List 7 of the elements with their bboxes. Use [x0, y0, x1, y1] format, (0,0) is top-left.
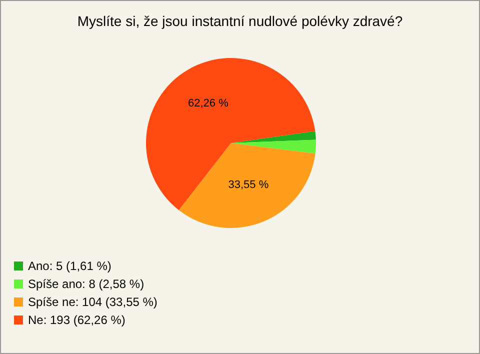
data-label: 62,26 %	[188, 98, 229, 110]
legend-label: Ano: 5 (1,61 %)	[28, 259, 112, 273]
data-label: 33,55 %	[228, 179, 269, 192]
chart-title: Myslíte si, že jsou instantní nudlové polévky zdravé?	[77, 13, 403, 29]
legend-label: Spíše ne: 104 (33,55 %)	[28, 295, 158, 309]
legend-label: Spíše ano: 8 (2,58 %)	[28, 277, 144, 291]
legend-label: Ne: 193 (62,26 %)	[28, 313, 126, 327]
